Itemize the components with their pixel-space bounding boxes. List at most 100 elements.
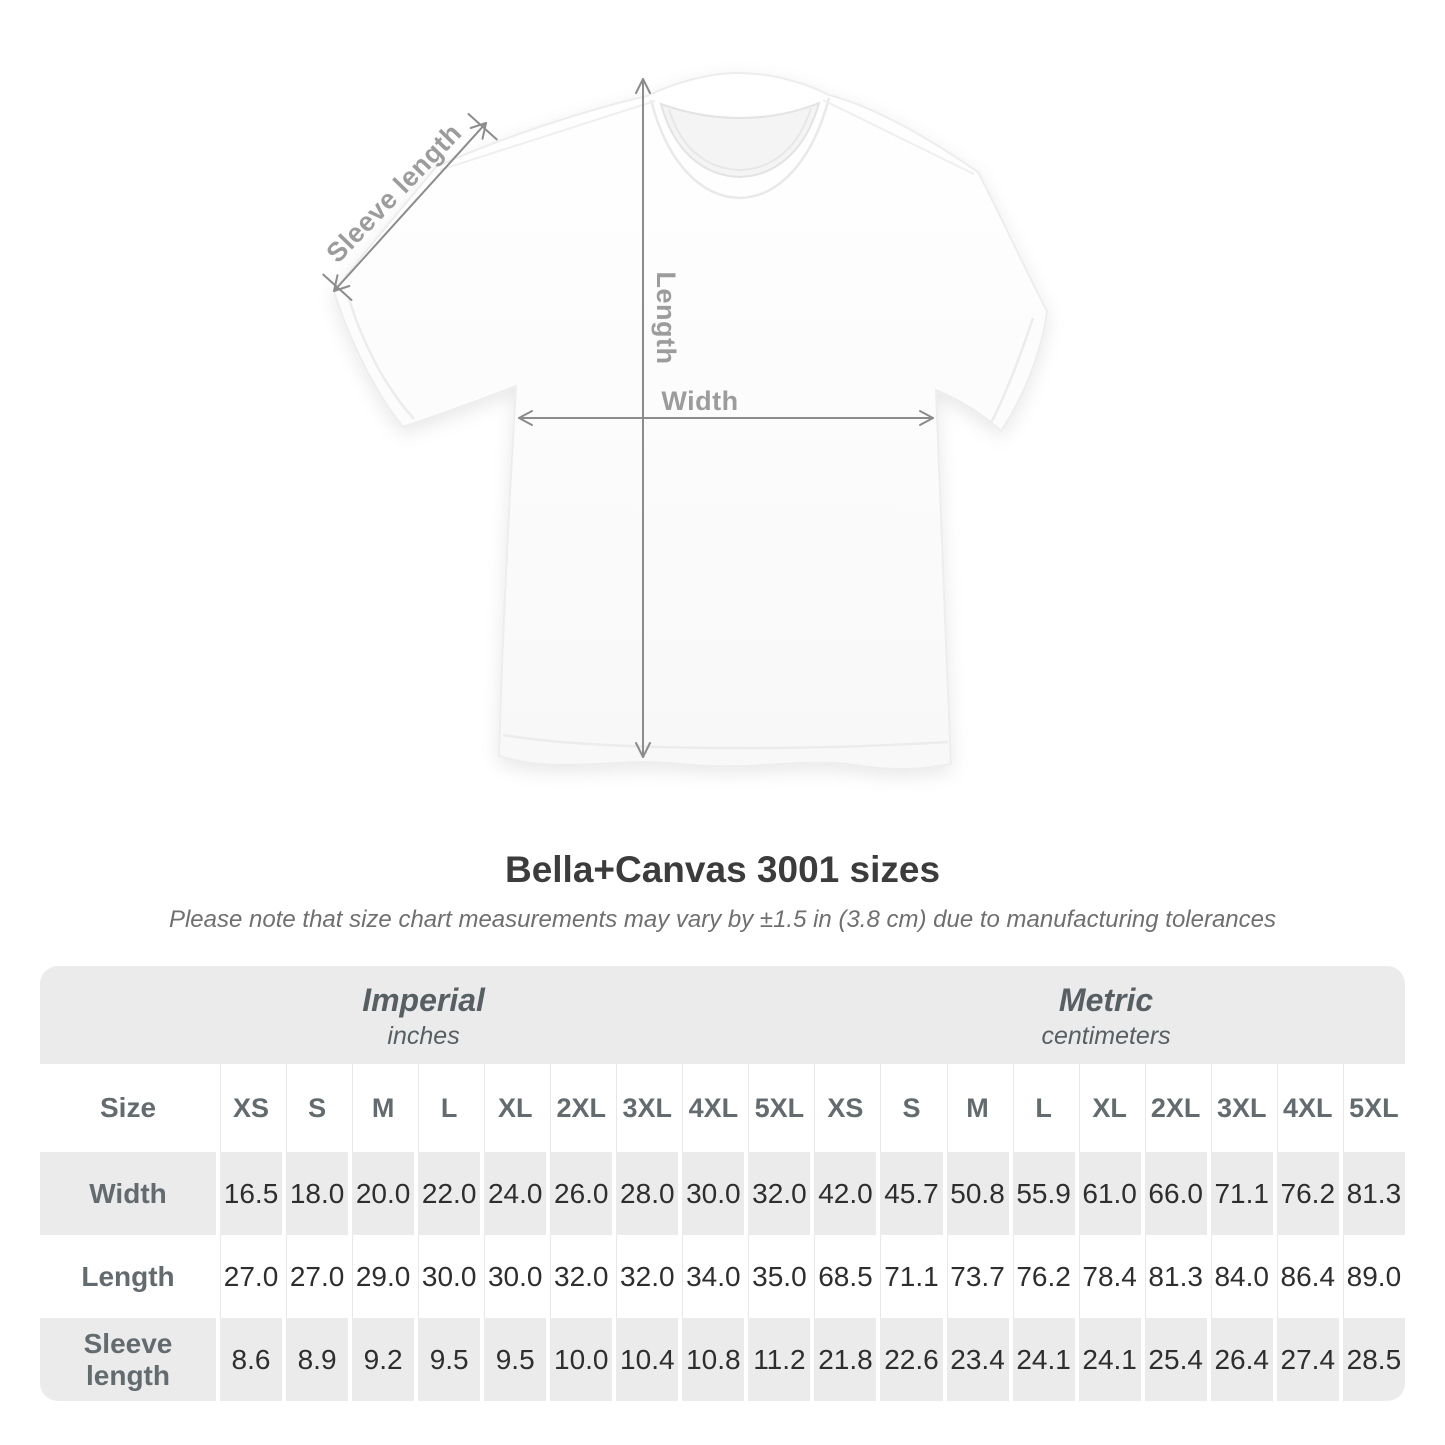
cell-width-metric-l: 55.9 [1008, 1152, 1075, 1235]
shoulder-seam-right [822, 99, 975, 175]
left-cuff-seam [347, 298, 415, 420]
sleeve-length-arrow [322, 113, 498, 301]
column-header-metric-xl: XL [1074, 1064, 1141, 1152]
cell-length-imperial-5xl: 35.0 [744, 1235, 811, 1318]
imperial-header-group: Imperial inches [40, 966, 807, 1064]
column-header-imperial-2xl: 2XL [546, 1064, 613, 1152]
column-header-imperial-4xl: 4XL [678, 1064, 745, 1152]
column-header-metric-3xl: 3XL [1206, 1064, 1273, 1152]
cell-sleeve-length-imperial-5xl: 11.2 [744, 1318, 811, 1401]
right-cuff-seam [989, 317, 1035, 424]
tshirt-collar [439, 97, 975, 200]
tshirt-body [332, 71, 1049, 771]
cell-width-metric-xs: 42.0 [810, 1152, 877, 1235]
cell-width-metric-xl: 61.0 [1074, 1152, 1141, 1235]
cell-width-metric-3xl: 71.1 [1206, 1152, 1273, 1235]
cell-sleeve-length-metric-l: 24.1 [1008, 1318, 1075, 1401]
cell-length-metric-3xl: 84.0 [1206, 1235, 1273, 1318]
tolerance-note: Please note that size chart measurements… [168, 906, 1277, 933]
metric-header-group: Metric centimeters [807, 966, 1405, 1064]
hem-seam [502, 733, 949, 750]
cell-width-imperial-l: 22.0 [414, 1152, 481, 1235]
size-column-header: Size [40, 1064, 216, 1152]
cell-width-imperial-2xl: 26.0 [546, 1152, 613, 1235]
row-header-length: Length [40, 1235, 216, 1318]
column-header-imperial-xl: XL [480, 1064, 547, 1152]
cell-length-metric-m: 73.7 [942, 1235, 1009, 1318]
cell-length-imperial-2xl: 32.0 [546, 1235, 613, 1318]
cell-length-imperial-4xl: 34.0 [678, 1235, 745, 1318]
width-label: Width [661, 386, 738, 416]
column-header-imperial-3xl: 3XL [612, 1064, 679, 1152]
table-row-sleeve-length: Sleeve length 8.6 8.9 9.2 9.5 9.5 10.0 10.4 10.8… [40, 1318, 1405, 1401]
cell-sleeve-length-metric-3xl: 26.4 [1206, 1318, 1273, 1401]
cell-length-imperial-m: 29.0 [348, 1235, 415, 1318]
column-header-imperial-m: M [348, 1064, 415, 1152]
cell-length-metric-5xl: 89.0 [1338, 1235, 1405, 1318]
collar-stitch-seam [668, 107, 812, 172]
cell-sleeve-length-imperial-xs: 8.6 [216, 1318, 283, 1401]
tshirt-illustration [332, 71, 1049, 771]
column-header-metric-2xl: 2XL [1140, 1064, 1207, 1152]
cell-sleeve-length-metric-m: 23.4 [942, 1318, 1009, 1401]
cell-width-metric-s: 45.7 [876, 1152, 943, 1235]
cell-width-metric-2xl: 66.0 [1140, 1152, 1207, 1235]
column-header-metric-s: S [876, 1064, 943, 1152]
column-header-imperial-5xl: 5XL [744, 1064, 811, 1152]
cell-sleeve-length-imperial-m: 9.2 [348, 1318, 415, 1401]
measurement-arrows [322, 78, 934, 758]
row-header-width: Width [40, 1152, 216, 1235]
cell-sleeve-length-metric-5xl: 28.5 [1338, 1318, 1405, 1401]
cell-width-imperial-xs: 16.5 [216, 1152, 283, 1235]
column-header-metric-m: M [942, 1064, 1009, 1152]
cell-sleeve-length-metric-xs: 21.8 [810, 1318, 877, 1401]
cell-length-imperial-s: 27.0 [282, 1235, 349, 1318]
length-label: Length [651, 272, 681, 365]
cell-length-metric-s: 71.1 [876, 1235, 943, 1318]
page-title: Bella+Canvas 3001 sizes [504, 849, 941, 890]
imperial-label: Imperial [362, 982, 485, 1018]
cell-sleeve-length-imperial-3xl: 10.4 [612, 1318, 679, 1401]
tshirt-seams [347, 298, 1035, 750]
cell-sleeve-length-imperial-l: 9.5 [414, 1318, 481, 1401]
cell-width-imperial-4xl: 30.0 [678, 1152, 745, 1235]
collar-outer-seam [649, 97, 831, 200]
size-chart-table: Size XS S M L XL 2XL 3XL 4XL 5XL XS S M L XL 2XL 3XL 4XL 5… [40, 1064, 1405, 1401]
column-header-metric-5xl: 5XL [1338, 1064, 1405, 1152]
shoulder-seam-left [439, 100, 656, 171]
cell-sleeve-length-metric-4xl: 27.4 [1272, 1318, 1339, 1401]
metric-label: Metric [1058, 982, 1154, 1018]
size-diagram: Sleeve length Length Width [320, 71, 1049, 771]
neck-opening [659, 101, 821, 179]
metric-sublabel: centimeters [1041, 1022, 1171, 1050]
cell-width-imperial-5xl: 32.0 [744, 1152, 811, 1235]
cell-width-metric-4xl: 76.2 [1272, 1152, 1339, 1235]
row-header-sleeve-length: Sleeve length [40, 1318, 216, 1401]
cell-width-imperial-xl: 24.0 [480, 1152, 547, 1235]
cell-width-imperial-s: 18.0 [282, 1152, 349, 1235]
column-header-metric-4xl: 4XL [1272, 1064, 1339, 1152]
size-header-row: Size XS S M L XL 2XL 3XL 4XL 5XL XS S M L XL 2XL 3XL 4XL 5… [40, 1064, 1405, 1152]
imperial-sublabel: inches [387, 1022, 460, 1050]
cell-length-imperial-3xl: 32.0 [612, 1235, 679, 1318]
cell-width-imperial-3xl: 28.0 [612, 1152, 679, 1235]
cell-sleeve-length-metric-xl: 24.1 [1074, 1318, 1141, 1401]
cell-length-metric-l: 76.2 [1008, 1235, 1075, 1318]
cell-sleeve-length-metric-s: 22.6 [876, 1318, 943, 1401]
cell-length-metric-xs: 68.5 [810, 1235, 877, 1318]
cell-sleeve-length-imperial-4xl: 10.8 [678, 1318, 745, 1401]
cell-length-metric-xl: 78.4 [1074, 1235, 1141, 1318]
cell-sleeve-length-imperial-2xl: 10.0 [546, 1318, 613, 1401]
column-header-metric-l: L [1008, 1064, 1075, 1152]
cell-width-imperial-m: 20.0 [348, 1152, 415, 1235]
width-arrow [518, 410, 934, 426]
cell-sleeve-length-imperial-s: 8.9 [282, 1318, 349, 1401]
column-header-imperial-s: S [282, 1064, 349, 1152]
cell-width-metric-5xl: 81.3 [1338, 1152, 1405, 1235]
cell-length-imperial-l: 30.0 [414, 1235, 481, 1318]
column-header-metric-xs: XS [810, 1064, 877, 1152]
cell-sleeve-length-metric-2xl: 25.4 [1140, 1318, 1207, 1401]
column-header-imperial-xs: XS [216, 1064, 283, 1152]
units-header-band: Imperial inches Metric centimeters [40, 966, 1405, 1064]
